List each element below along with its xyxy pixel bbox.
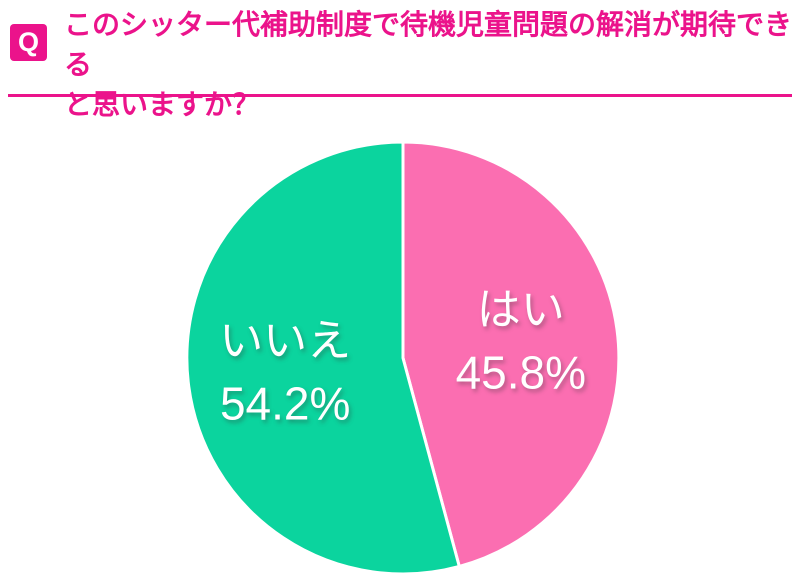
pie-slice-no bbox=[185, 140, 461, 576]
title-divider bbox=[8, 94, 792, 97]
question-badge: Q bbox=[10, 24, 47, 61]
slice-label-no: いいえ bbox=[219, 317, 351, 366]
slice-label-yes: はい bbox=[477, 285, 565, 334]
question-title-line1: このシッター代補助制度で待機児童問題の解消が期待できる bbox=[64, 9, 793, 80]
pie-slice-yes bbox=[401, 140, 621, 568]
slice-value-no: 54.2% bbox=[220, 378, 350, 430]
slice-value-yes: 45.8% bbox=[456, 346, 586, 398]
